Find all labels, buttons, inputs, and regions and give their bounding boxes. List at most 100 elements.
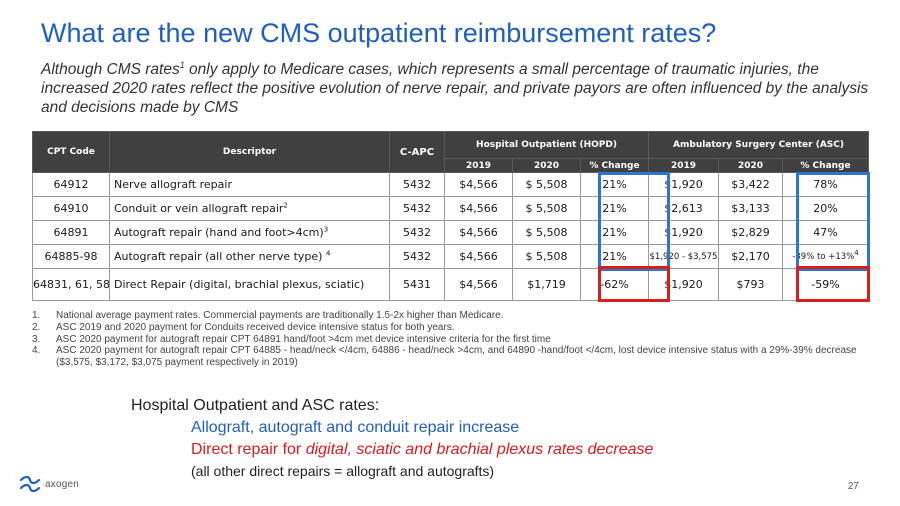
cell-asc-2020: $3,422	[718, 172, 783, 197]
footnote-number: 3.	[32, 333, 41, 345]
slide-subtitle: Although CMS rates1 only apply to Medica…	[41, 60, 881, 117]
cell-hopd-2019: $4,566	[444, 220, 513, 245]
cell-descriptor: Conduit or vein allograft repair2	[109, 196, 390, 221]
decrease-line-pre: Direct repair for	[191, 441, 306, 458]
cell-asc-change: -39% to +13%4	[781, 244, 870, 269]
cell-descriptor: Autograft repair (all other nerve type) …	[109, 244, 390, 269]
header-asc-2020: 2020	[718, 158, 783, 173]
asc-change-footnote-ref: 4	[854, 248, 859, 257]
cell-asc-change: 78%	[781, 172, 870, 197]
cell-descriptor: Direct Repair (digital, brachial plexus,…	[109, 268, 390, 301]
cell-c-apc: 5431	[389, 268, 445, 301]
footnote-text: National average payment rates. Commerci…	[56, 310, 504, 321]
header-descriptor: Descriptor	[109, 131, 390, 173]
axogen-logo: axogen	[18, 475, 79, 493]
cell-hopd-change: -62%	[580, 268, 649, 301]
footnote-text: ASC 2019 and 2020 payment for Conduits r…	[56, 321, 455, 333]
descriptor-text: Autograft repair (hand and foot>4cm)	[114, 226, 324, 239]
cell-descriptor: Nerve allograft repair	[109, 172, 390, 197]
descriptor-text: Nerve allograft repair	[114, 178, 232, 191]
header-hopd-group: Hospital Outpatient (HOPD)	[444, 131, 649, 159]
header-hopd-2019: 2019	[444, 158, 513, 173]
header-cpt-code: CPT Code	[32, 131, 110, 173]
table-row: 64910 Conduit or vein allograft repair2 …	[32, 196, 870, 221]
cell-hopd-2019: $4,566	[444, 268, 513, 301]
footnote-item: 3. ASC 2020 payment for autograft repair …	[32, 334, 872, 346]
descriptor-text: Autograft repair (all other nerve type)	[114, 250, 326, 263]
cell-hopd-change: 21%	[580, 244, 649, 269]
header-hopd-pct-change: % Change	[580, 158, 649, 173]
cell-c-apc: 5432	[389, 172, 445, 197]
cell-cpt: 64912	[32, 172, 110, 197]
footnote-number: 4.	[32, 345, 41, 357]
summary-note-line: (all other direct repairs = allograft an…	[191, 463, 495, 479]
summary-increase-line: Allograft, autograft and conduit repair …	[191, 419, 520, 436]
footnote-item: 1. National average payment rates. Commer…	[32, 310, 872, 322]
cell-hopd-change: 21%	[580, 196, 649, 221]
cell-hopd-2019: $4,566	[444, 172, 513, 197]
table-row: 64912 Nerve allograft repair 5432 $4,566…	[32, 172, 870, 197]
subtitle-post: only apply to Medicare cases, which repr…	[41, 61, 869, 116]
cell-asc-change: 47%	[781, 220, 870, 245]
footnotes: 1. National average payment rates. Commer…	[32, 310, 872, 369]
decrease-line-italic: digital, sciatic and brachial plexus rat…	[305, 441, 654, 458]
cell-descriptor: Autograft repair (hand and foot>4cm)3	[109, 220, 390, 245]
cell-asc-2019: $1,920	[648, 220, 719, 245]
cell-asc-2019: $1,920	[648, 268, 719, 301]
cell-asc-2020: $2,829	[718, 220, 783, 245]
reimbursement-table: CPT Code Descriptor C-APC Hospital Outpa…	[32, 131, 870, 301]
cell-cpt: 64885-98	[32, 244, 110, 269]
cell-asc-2019: $2,613	[648, 196, 719, 221]
slide-title: What are the new CMS outpatient reimburs…	[41, 18, 717, 48]
cell-hopd-2020: $ 5,508	[512, 196, 581, 221]
cell-cpt: 64831, 61, 58	[32, 268, 110, 301]
cell-asc-2020: $793	[718, 268, 783, 301]
footnote-item: 2. ASC 2019 and 2020 payment for Conduits…	[32, 322, 872, 334]
cell-asc-2020: $2,170	[718, 244, 783, 269]
cell-hopd-2019: $4,566	[444, 244, 513, 269]
table-row: 64831, 61, 58 Direct Repair (digital, br…	[32, 268, 870, 301]
subtitle-pre: Although CMS rates	[41, 61, 180, 78]
descriptor-text: Direct Repair (digital, brachial plexus,…	[114, 278, 365, 291]
cell-c-apc: 5432	[389, 244, 445, 269]
cell-hopd-2020: $ 5,508	[512, 172, 581, 197]
reimbursement-table-container: CPT Code Descriptor C-APC Hospital Outpa…	[32, 131, 870, 302]
header-asc-2019: 2019	[648, 158, 719, 173]
cell-c-apc: 5432	[389, 196, 445, 221]
header-asc-pct-change: % Change	[781, 158, 870, 173]
cell-c-apc: 5432	[389, 220, 445, 245]
footnote-number: 1.	[32, 310, 41, 321]
footnote-number: 2.	[32, 321, 41, 333]
summary-block: Hospital Outpatient and ASC rates: Allog…	[131, 396, 653, 480]
page-number: 27	[847, 481, 859, 492]
descriptor-footnote-ref: 2	[283, 201, 288, 210]
axogen-logo-mark-icon	[19, 475, 41, 493]
cell-asc-2020: $3,133	[718, 196, 783, 221]
cell-asc-2019: $1,920 - $3,575	[648, 244, 719, 269]
cell-hopd-change: 21%	[580, 172, 649, 197]
cell-asc-change: -59%	[781, 268, 870, 301]
axogen-logo-text: axogen	[45, 478, 80, 490]
footnote-text: ASC 2020 payment for autograft repair CP…	[56, 345, 857, 369]
cell-cpt: 64891	[32, 220, 110, 245]
footnote-item: 4. ASC 2020 payment for autograft repair …	[32, 345, 872, 369]
footnote-text: ASC 2020 payment for autograft repair CP…	[56, 333, 551, 345]
header-c-apc: C-APC	[389, 131, 445, 173]
cell-asc-change: 20%	[781, 196, 870, 221]
cell-cpt: 64910	[32, 196, 110, 221]
cell-hopd-2020: $1,719	[512, 268, 581, 301]
descriptor-footnote-ref: 3	[323, 225, 329, 234]
cell-hopd-2020: $ 5,508	[512, 244, 581, 269]
header-asc-group: Ambulatory Surgery Center (ASC)	[647, 131, 870, 159]
header-hopd-2020: 2020	[512, 158, 581, 173]
cell-hopd-change: 21%	[580, 220, 649, 245]
descriptor-text: Conduit or vein allograft repair	[114, 202, 284, 215]
summary-decrease-line: Direct repair for digital, sciatic and b…	[191, 440, 653, 460]
asc-change-text: -39% to +13%	[792, 251, 855, 262]
cell-asc-2019: $1,920	[648, 172, 719, 197]
cell-hopd-2019: $4,566	[444, 196, 513, 221]
table-row: 64891 Autograft repair (hand and foot>4c…	[32, 220, 870, 245]
subtitle-footnote-ref: 1	[179, 59, 185, 70]
table-row: 64885-98 Autograft repair (all other ner…	[32, 244, 870, 269]
summary-heading: Hospital Outpatient and ASC rates:	[131, 397, 380, 414]
